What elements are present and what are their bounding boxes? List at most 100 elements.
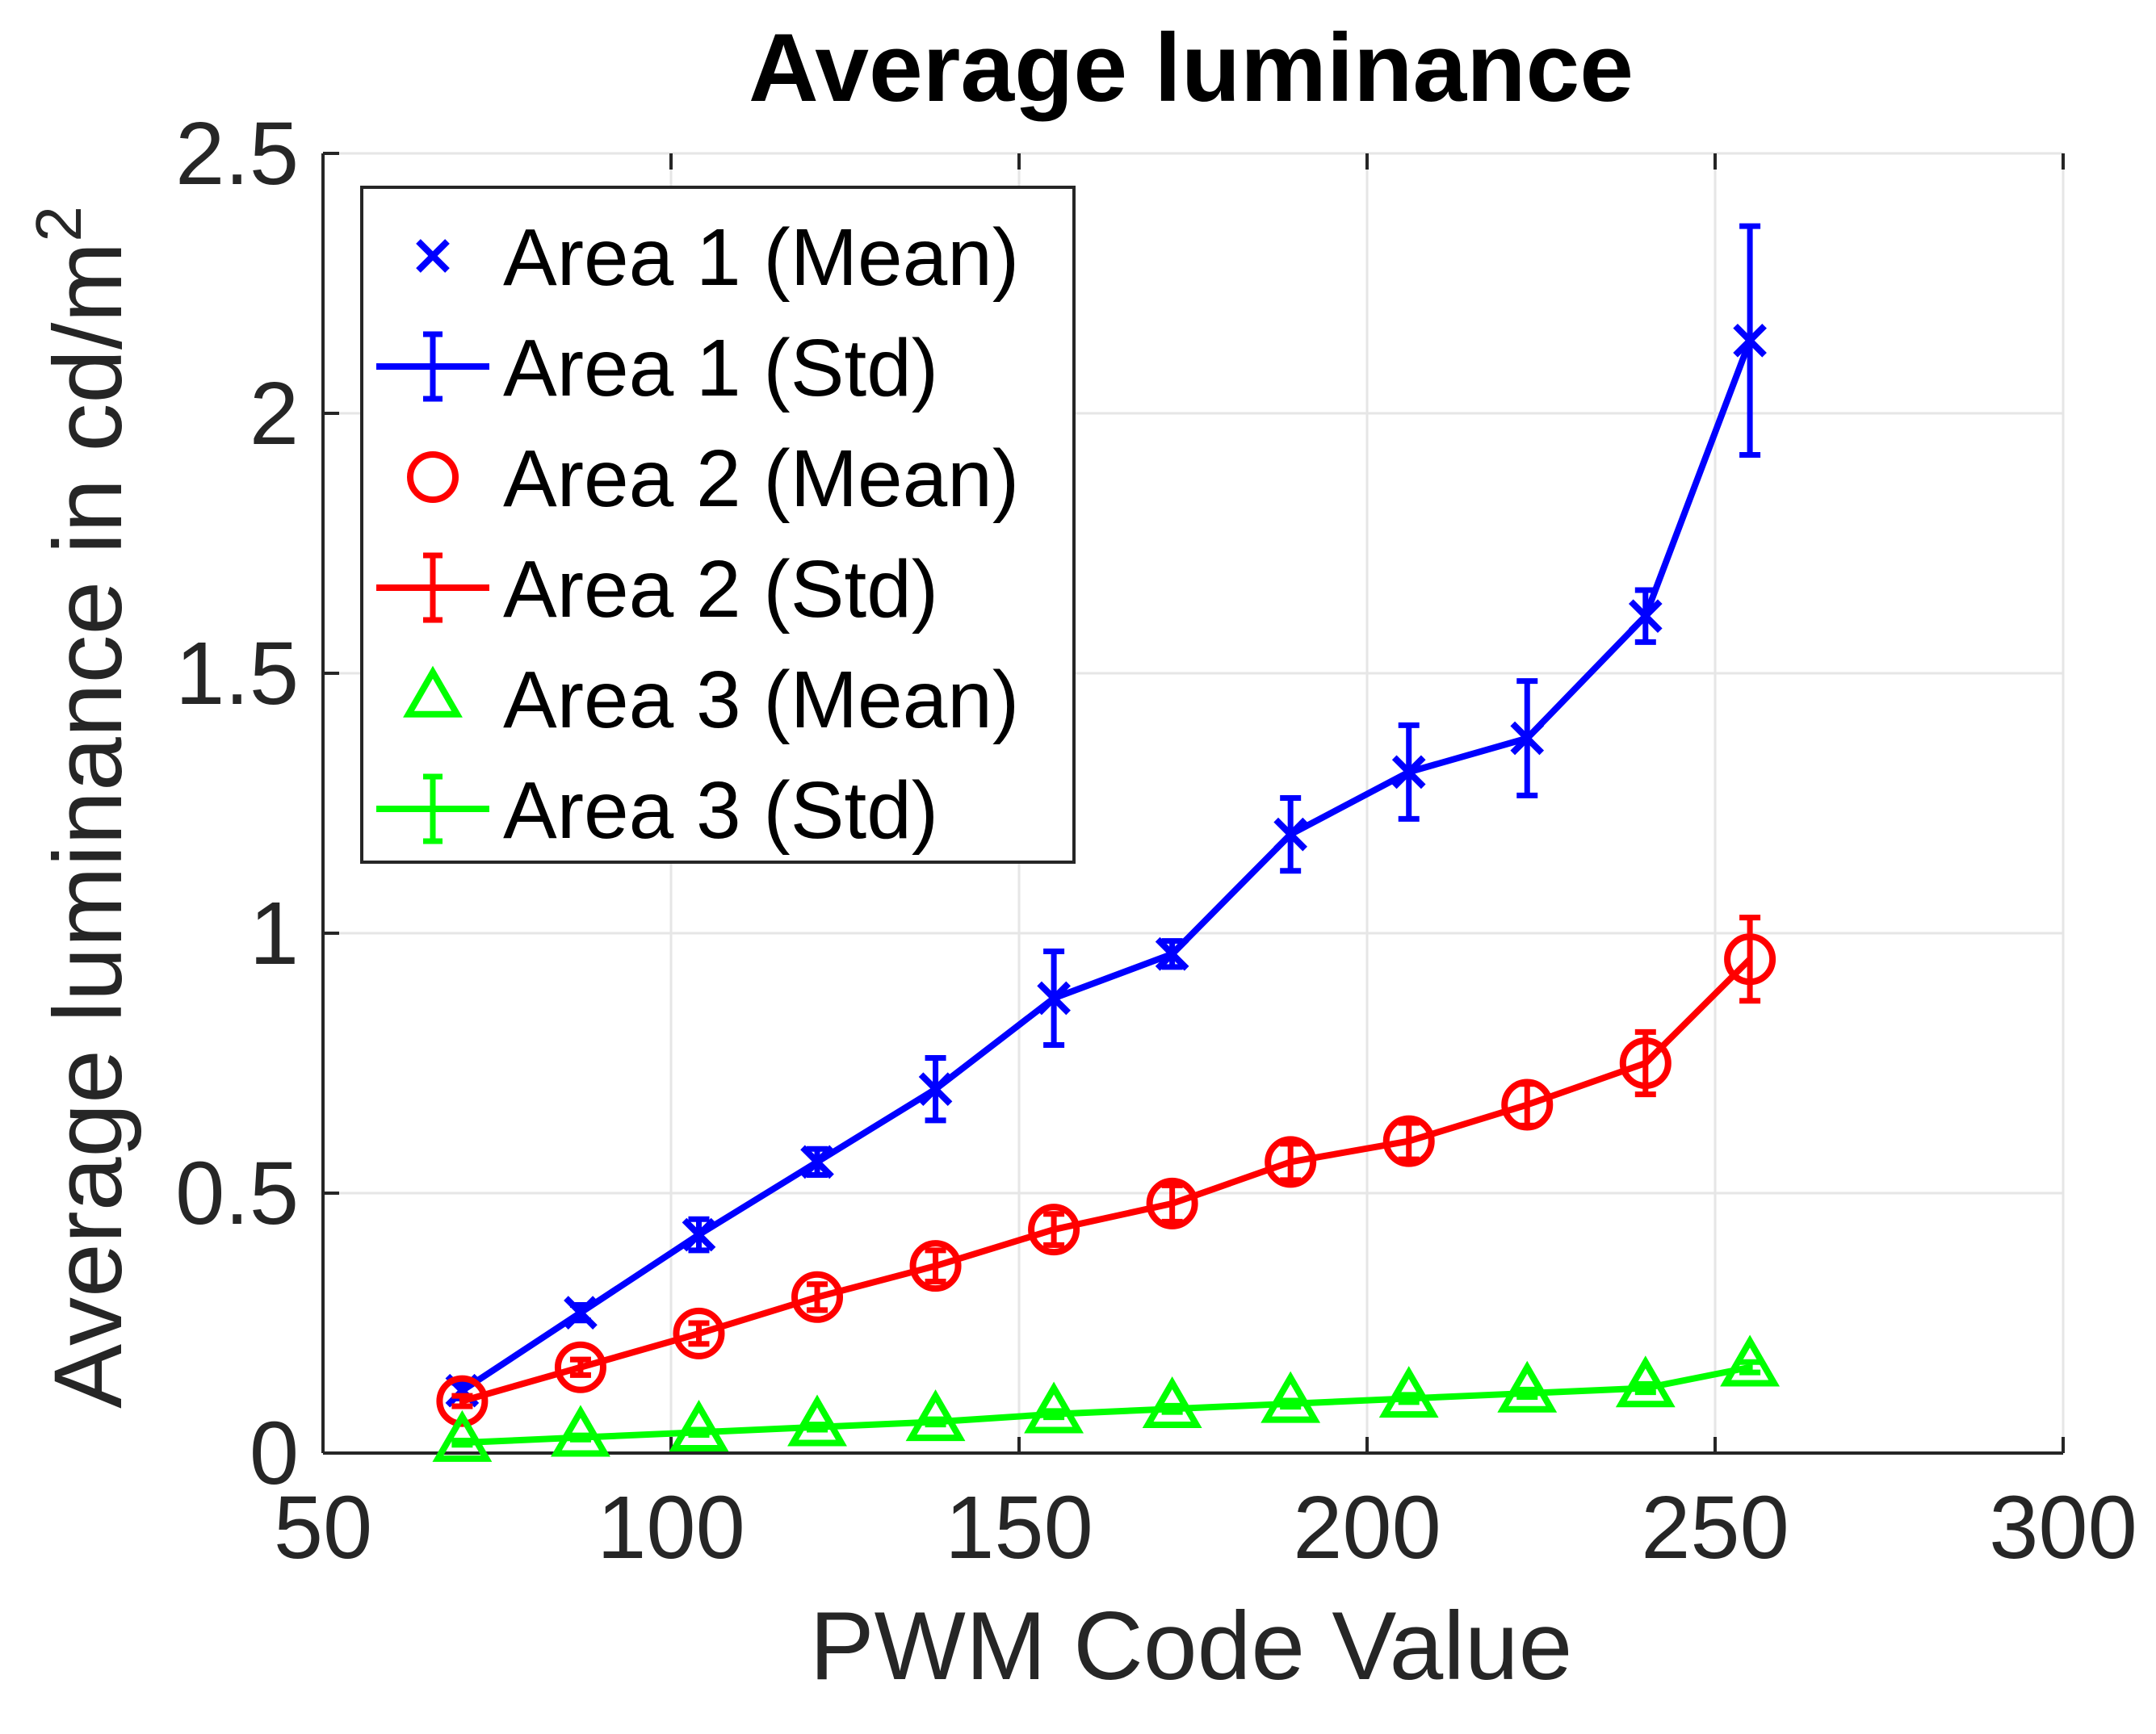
error-bar — [1739, 1359, 1761, 1376]
data-point — [800, 1145, 834, 1179]
legend-item: Area 1 (Mean) — [416, 212, 1019, 303]
data-point — [1510, 721, 1545, 756]
error-bar — [1739, 915, 1761, 1004]
legend-label: Area 1 (Mean) — [503, 212, 1019, 303]
chart-title: Average luminance — [749, 14, 1634, 122]
data-point — [1028, 1204, 1080, 1256]
marker-x-stroke — [800, 1145, 834, 1179]
error-bar — [925, 1416, 946, 1428]
y-tick-label: 1.5 — [175, 624, 299, 723]
x-tick-label: 200 — [1293, 1478, 1441, 1577]
data-point — [1260, 1371, 1321, 1423]
legend-item: Area 2 (Mean) — [407, 434, 1019, 524]
data-point — [1155, 936, 1189, 971]
data-point — [1382, 1115, 1435, 1167]
x-tick-label: 50 — [274, 1478, 372, 1577]
data-point — [1619, 1037, 1672, 1089]
error-bar — [1280, 1397, 1302, 1410]
data-point — [905, 1389, 966, 1442]
marker-x-stroke — [1273, 817, 1308, 852]
y-tick-label: 0.5 — [175, 1144, 299, 1243]
y-axis-label-superscript: 2 — [23, 206, 94, 242]
legend-item: Area 3 (Std) — [376, 765, 938, 856]
marker-x-stroke — [1391, 755, 1426, 790]
error-bar — [1516, 1386, 1538, 1400]
y-axis-label-main: Average luminance in cd/m — [34, 242, 142, 1409]
data-point — [669, 1399, 729, 1451]
legend: Area 1 (Mean) Area 1 (Std) Area 2 (Mean) Ar… — [360, 186, 1076, 864]
data-point — [1273, 817, 1308, 852]
legend-item: Area 2 (Std) — [376, 544, 938, 635]
data-point — [432, 1409, 493, 1462]
plot-area — [432, 223, 1781, 1462]
error-bar — [807, 1281, 828, 1313]
x-tick-label: 300 — [1989, 1478, 2137, 1577]
data-point — [1142, 1376, 1202, 1429]
legend-marker — [416, 239, 450, 273]
legend-label: Area 1 (Std) — [503, 323, 938, 413]
marker-x-stroke — [1733, 324, 1767, 358]
data-point — [554, 1341, 606, 1393]
data-point — [682, 1217, 716, 1252]
error-bar — [1634, 1380, 1656, 1396]
data-point — [918, 1072, 953, 1107]
marker-x-stroke — [416, 239, 450, 273]
legend-marker — [407, 451, 459, 503]
marker-x-stroke — [918, 1072, 953, 1107]
data-point — [791, 1271, 844, 1323]
data-point — [1615, 1355, 1676, 1408]
legend-label: Area 2 (Std) — [503, 544, 938, 635]
y-tick-label: 2 — [250, 364, 299, 463]
data-point — [1497, 1360, 1558, 1413]
x-axis-label: PWM Code Value — [810, 1592, 1573, 1700]
x-tick-label: 150 — [945, 1478, 1093, 1577]
y-tick-label: 2.5 — [175, 104, 299, 203]
series-3 — [432, 1334, 1781, 1462]
error-bar — [569, 1432, 591, 1443]
legend-item: Area 1 (Std) — [376, 323, 938, 413]
data-point — [551, 1405, 610, 1457]
data-point — [1724, 933, 1776, 986]
data-point — [787, 1394, 847, 1447]
legend-marker — [403, 665, 463, 718]
data-point — [1733, 324, 1767, 358]
error-bar — [1398, 1392, 1420, 1405]
data-point — [564, 1296, 598, 1330]
error-bar — [451, 1438, 473, 1448]
x-tick-label: 100 — [597, 1478, 745, 1577]
legend-label: Area 2 (Mean) — [503, 434, 1019, 524]
error-bar — [925, 1247, 946, 1284]
data-point — [1720, 1334, 1781, 1387]
data-point — [1037, 981, 1071, 1016]
error-bar — [1043, 1211, 1065, 1248]
data-point — [673, 1307, 725, 1359]
error-bar — [569, 1356, 591, 1378]
error-bar — [451, 1393, 473, 1409]
data-point — [1391, 755, 1426, 790]
tick-labels: 50 100 150 200 250 300 0 0.5 1 1.5 2 2.5 — [175, 104, 2137, 1577]
data-point — [436, 1375, 489, 1427]
y-axis-label: Average luminance in cd/m2 — [23, 206, 142, 1409]
data-point — [1265, 1136, 1317, 1188]
marker-x-stroke — [1155, 936, 1189, 971]
legend-label: Area 3 (Mean) — [503, 655, 1019, 745]
data-point — [1024, 1381, 1084, 1434]
y-tick-label: 0 — [250, 1404, 299, 1503]
data-point — [1628, 599, 1663, 633]
marker-x-stroke — [1037, 981, 1071, 1016]
data-point — [909, 1240, 962, 1292]
legend-item: Area 3 (Mean) — [403, 655, 1019, 745]
data-point — [1146, 1177, 1198, 1229]
legend-box — [360, 186, 1076, 864]
marker-x-stroke — [1510, 721, 1545, 756]
axes — [321, 152, 2065, 1455]
marker-x-stroke — [564, 1296, 598, 1330]
data-point — [1378, 1366, 1439, 1418]
marker-x-stroke — [682, 1217, 716, 1252]
x-tick-label: 250 — [1641, 1478, 1789, 1577]
data-point — [1501, 1079, 1554, 1131]
series-line — [462, 1363, 1751, 1447]
legend-label: Area 3 (Std) — [503, 765, 938, 856]
